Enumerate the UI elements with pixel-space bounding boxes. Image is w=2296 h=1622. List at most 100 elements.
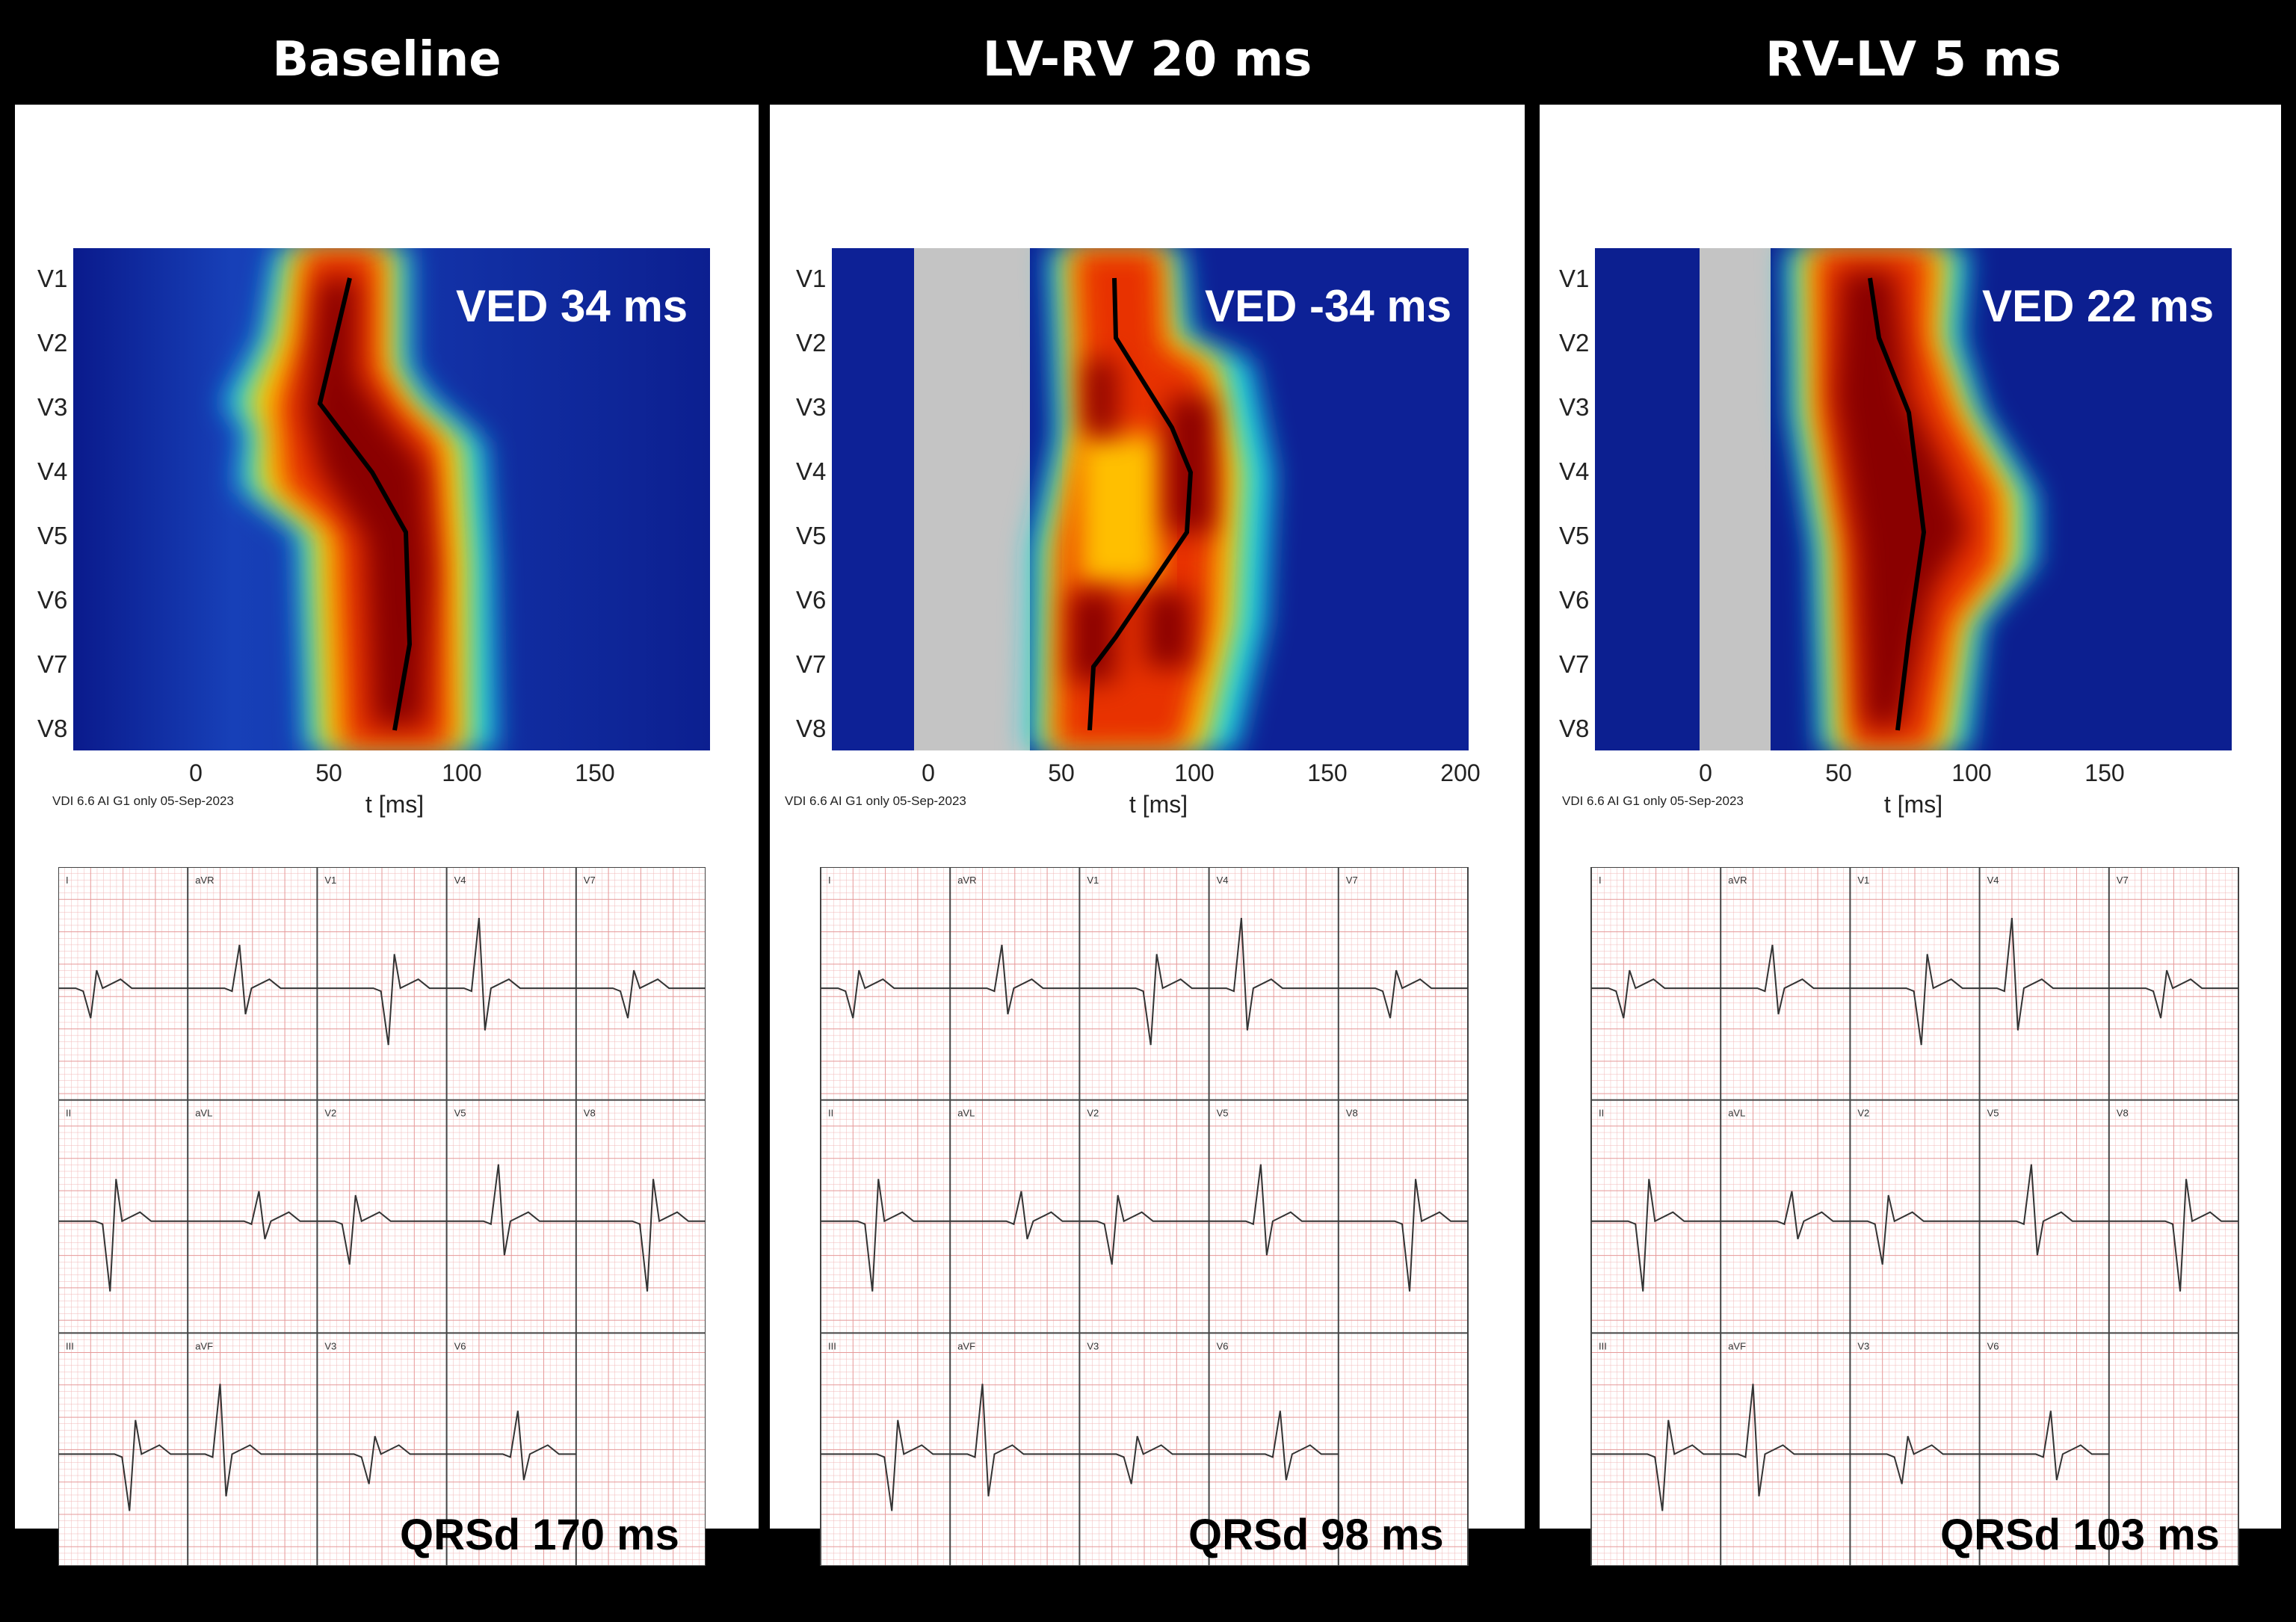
ecg-lead-label: V5: [1987, 1108, 1999, 1119]
ecg-lead-label: II: [1599, 1108, 1604, 1119]
ecg-trace: [1979, 1164, 2109, 1256]
ecg-lead-label: V1: [324, 875, 336, 886]
x-tick: 50: [1825, 759, 1852, 786]
ecg-trace: [1850, 1436, 1980, 1484]
ecg-trace: [821, 1419, 951, 1511]
ecg-trace: [950, 1191, 1080, 1240]
ecg-lead-label: V7: [2117, 875, 2129, 886]
lead-label: V6: [1559, 586, 1590, 614]
ecg-lead-label: V1: [1087, 875, 1099, 886]
ecg-trace: [2108, 969, 2238, 1019]
lead-label: V5: [796, 522, 827, 549]
ecg-trace: [575, 1179, 706, 1292]
ecg-lead-label: V7: [1346, 875, 1358, 886]
lead-label: V2: [796, 329, 827, 357]
panel-baseline: VED 34 ms V1 V2 V3 V4 V5 V6 V7 V8 0 50 1…: [15, 105, 759, 1566]
ecg-lead-label: III: [1599, 1340, 1607, 1351]
qrs-label: QRSd 98 ms: [1188, 1511, 1444, 1559]
ecg-trace: [188, 1384, 318, 1496]
lead-label: V1: [796, 265, 827, 292]
x-tick: 200: [1440, 759, 1481, 786]
lead-label: V3: [1559, 393, 1590, 421]
ecg-lead-label: V2: [1087, 1108, 1099, 1119]
ecg-lead-label: V6: [1217, 1340, 1229, 1351]
panel-rv-lv: VED 22 ms V1 V2 V3 V4 V5 V6 V7 V8 0 50 1…: [1540, 105, 2281, 1621]
ecg-trace: [58, 1179, 188, 1292]
ecg-trace: [821, 969, 951, 1019]
x-tick: 0: [1699, 759, 1712, 786]
ecg-trace: [575, 969, 706, 1019]
ecg-trace: [821, 1179, 951, 1292]
ecg-lead-label: I: [1599, 875, 1602, 886]
heatmap: [73, 248, 710, 750]
ecg-lead-label: V3: [1857, 1340, 1869, 1351]
ecg-trace: [1079, 1436, 1209, 1484]
header-lv-rv: LV-RV 20 ms: [982, 32, 1312, 87]
x-tick: 100: [1951, 759, 1992, 786]
ecg-trace: [1721, 944, 1851, 1015]
lead-label: V4: [796, 457, 827, 485]
qrs-label: QRSd 103 ms: [1940, 1511, 2220, 1559]
footnote: VDI 6.6 AI G1 only 05-Sep-2023: [1562, 794, 1744, 808]
lead-label: V8: [37, 715, 68, 742]
ecg-lead-label: aVR: [957, 875, 976, 886]
ecg-lead-label: V5: [1217, 1108, 1229, 1119]
footnote: VDI 6.6 AI G1 only 05-Sep-2023: [52, 794, 234, 808]
ecg-lead-label: V1: [1857, 875, 1869, 886]
qrs-label: QRSd 170 ms: [400, 1511, 679, 1559]
x-axis-label: t [ms]: [1883, 791, 1943, 818]
ecg-lead-label: V8: [584, 1108, 596, 1119]
ecg-trace: [950, 944, 1080, 1015]
ecg-lead-label: aVF: [195, 1340, 213, 1351]
lead-label: V8: [796, 715, 827, 742]
ecg-trace: [1979, 917, 2109, 1031]
x-tick: 0: [189, 759, 203, 786]
ecg-trace: [446, 917, 576, 1031]
ecg-trace: [1209, 1164, 1339, 1256]
ecg-trace: [1721, 1384, 1851, 1496]
ecg-lead-label: aVF: [957, 1340, 975, 1351]
ecg-trace: [1850, 1194, 1980, 1265]
ecg-lead-label: V6: [454, 1340, 466, 1351]
lead-label: V1: [37, 265, 68, 292]
ecg-trace: [446, 1410, 576, 1481]
ecg-lead-label: III: [66, 1340, 74, 1351]
ecg-trace: [317, 1436, 447, 1484]
lead-label: V7: [37, 650, 68, 678]
ecg-lead-label: V3: [324, 1340, 336, 1351]
ecg-trace: [1979, 1410, 2109, 1481]
ecg-trace: [58, 1419, 188, 1511]
x-tick: 100: [442, 759, 482, 786]
ved-label: VED -34 ms: [1205, 281, 1452, 331]
lead-label: V3: [796, 393, 827, 421]
ved-label: VED 22 ms: [1982, 281, 2215, 331]
ecg-lead-label: aVF: [1728, 1340, 1746, 1351]
x-tick: 150: [2084, 759, 2125, 786]
ecg-lead-label: aVL: [957, 1108, 975, 1119]
lead-label: V1: [1559, 265, 1590, 292]
lead-label: V2: [1559, 329, 1590, 357]
heatmap: [1595, 248, 2232, 750]
lead-label: V5: [37, 522, 68, 549]
ecg-lead-label: II: [828, 1108, 833, 1119]
lead-label: V5: [1559, 522, 1590, 549]
ecg-lead-label: V4: [454, 875, 466, 886]
ecg-lead-label: V6: [1987, 1340, 1999, 1351]
header-baseline: Baseline: [272, 32, 502, 87]
ecg-trace: [1850, 954, 1980, 1046]
ecg-trace: [950, 1384, 1080, 1496]
ecg-lead-label: aVL: [1728, 1108, 1745, 1119]
lead-label: V7: [796, 650, 827, 678]
ecg-trace: [1209, 1410, 1339, 1481]
ecg-trace: [1591, 1419, 1721, 1511]
lead-label: V4: [37, 457, 68, 485]
ecg-trace: [446, 1164, 576, 1256]
ved-label: VED 34 ms: [456, 281, 688, 331]
heatmap: [832, 248, 1469, 750]
ecg-lead-label: V8: [1346, 1108, 1358, 1119]
x-tick: 100: [1174, 759, 1215, 786]
x-tick: 150: [575, 759, 615, 786]
